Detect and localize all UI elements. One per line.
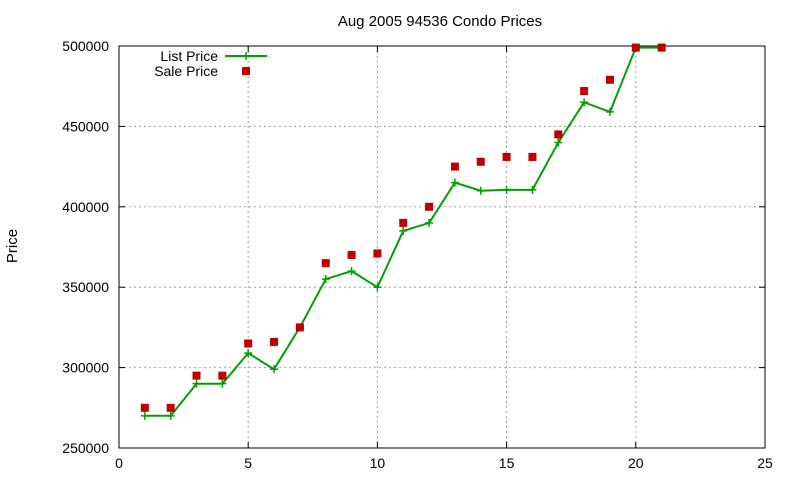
sale-price-point [425,202,434,211]
sale-price-point [373,249,382,258]
list-price-point [218,379,227,388]
x-tick-label: 15 [499,455,515,471]
list-price-point [270,365,279,374]
sale-price-point [166,403,175,412]
sale-price-point [295,323,304,332]
x-tick-label: 0 [115,455,123,471]
y-tick-label: 300000 [62,360,109,376]
sale-price-point [270,337,279,346]
list-price-point [140,411,149,420]
sale-price-point [140,403,149,412]
x-tick-label: 5 [244,455,252,471]
sale-price-point [631,43,640,52]
y-tick-label: 250000 [62,440,109,456]
list-price-point [605,107,614,116]
legend-swatch-sale-price [242,67,250,75]
legend-label-sale-price: Sale Price [154,63,218,79]
sale-price-point [528,152,537,161]
list-price-point [502,185,511,194]
list-price-point [373,283,382,292]
y-axis-label: Price [4,229,21,263]
plot-frame [118,45,766,449]
sale-price-point [321,259,330,268]
list-price-point [476,186,485,195]
legend-marker-list-price [242,52,250,60]
sale-price-point [192,371,201,380]
x-tick-label: 20 [628,455,644,471]
y-tick-label: 350000 [62,279,109,295]
sale-price-point [244,339,253,348]
list-price-point [192,379,201,388]
sale-price-point [476,157,485,166]
series-group [140,43,666,420]
list-price-point [528,185,537,194]
sale-price-point [502,152,511,161]
x-tick-label: 25 [757,455,773,471]
sale-price-point [657,43,666,52]
sale-price-point [554,130,563,139]
y-tick-label: 500000 [62,38,109,54]
sale-price-point [605,75,614,84]
sale-price-point [399,218,408,227]
list-price-point [425,218,434,227]
legend: List Price Sale Price [154,48,267,79]
y-tick-label: 400000 [62,199,109,215]
list-price-point [399,226,408,235]
list-price-point [321,275,330,284]
axis-ticks: 0 5 10 15 20 25 250000 300000 350000 400000 450000… [62,38,773,471]
x-tick-label: 10 [370,455,386,471]
chart-title: Aug 2005 94536 Condo Prices [338,13,542,30]
sale-price-point [347,251,356,260]
list-price-point [580,98,589,107]
grid-lines [119,46,765,448]
legend-label-list-price: List Price [160,48,218,64]
list-price-point [166,411,175,420]
list-price-point [244,349,253,358]
list-price-point [347,267,356,276]
y-tick-label: 450000 [62,118,109,134]
sale-price-point [218,371,227,380]
sale-price-point [580,87,589,96]
list-price-point [554,138,563,147]
list-price-point [450,178,459,187]
sale-price-point [450,162,459,171]
